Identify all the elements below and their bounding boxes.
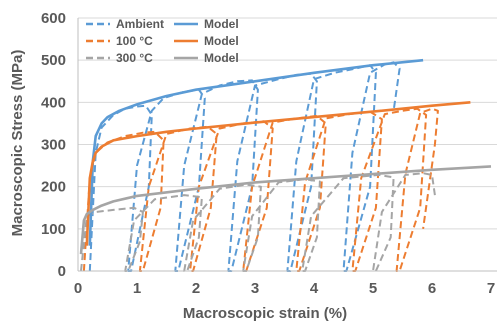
model-line-ambient: [88, 58, 424, 246]
x-tick-labels: 0 1 2 3 4 5 6 7: [74, 280, 495, 297]
y-tick-label: 200: [41, 179, 66, 196]
legend-entry: Model: [174, 34, 239, 48]
y-tick-label: 100: [41, 221, 66, 238]
legend-entry: 100 °C: [86, 34, 153, 48]
legend-label: Model: [204, 17, 239, 31]
model-line-100-c: [85, 101, 471, 246]
y-tick-label: 400: [41, 94, 66, 111]
legend-label: Model: [204, 51, 239, 65]
series-layer: [79, 58, 492, 272]
axes: [77, 18, 497, 272]
legend-entry: Model: [174, 51, 239, 65]
x-tick-label: 4: [310, 280, 319, 297]
series-ambient: [88, 61, 401, 272]
series-300-c: [80, 172, 436, 272]
legend-label: 100 °C: [116, 34, 153, 48]
y-tick-label: 600: [41, 10, 66, 27]
x-tick-label: 0: [74, 280, 82, 297]
legend: Ambient Model 100 °C Model 300 °C Model: [86, 17, 239, 65]
x-tick-label: 7: [487, 280, 495, 297]
y-tick-label: 0: [58, 263, 66, 280]
x-tick-label: 3: [251, 280, 259, 297]
legend-label: 300 °C: [116, 51, 153, 65]
x-axis-label: Macroscopic strain (%): [183, 305, 347, 322]
legend-entry: Ambient: [86, 17, 164, 31]
model-line-300-c: [79, 165, 492, 255]
x-tick-label: 2: [192, 280, 200, 297]
legend-label: Model: [204, 34, 239, 48]
legend-label: Ambient: [116, 17, 164, 31]
y-tick-label: 500: [41, 52, 66, 69]
x-tick-label: 6: [428, 280, 436, 297]
x-tick-label: 1: [133, 280, 141, 297]
x-tick-label: 5: [369, 280, 377, 297]
legend-entry: Model: [174, 17, 239, 31]
legend-entry: 300 °C: [86, 51, 153, 65]
y-tick-labels: 0 100 200 300 400 500 600: [41, 10, 66, 280]
y-axis-label: Macroscopic Stress (MPa): [9, 50, 26, 237]
series-100-c: [82, 107, 439, 272]
y-tick-label: 300: [41, 137, 66, 154]
